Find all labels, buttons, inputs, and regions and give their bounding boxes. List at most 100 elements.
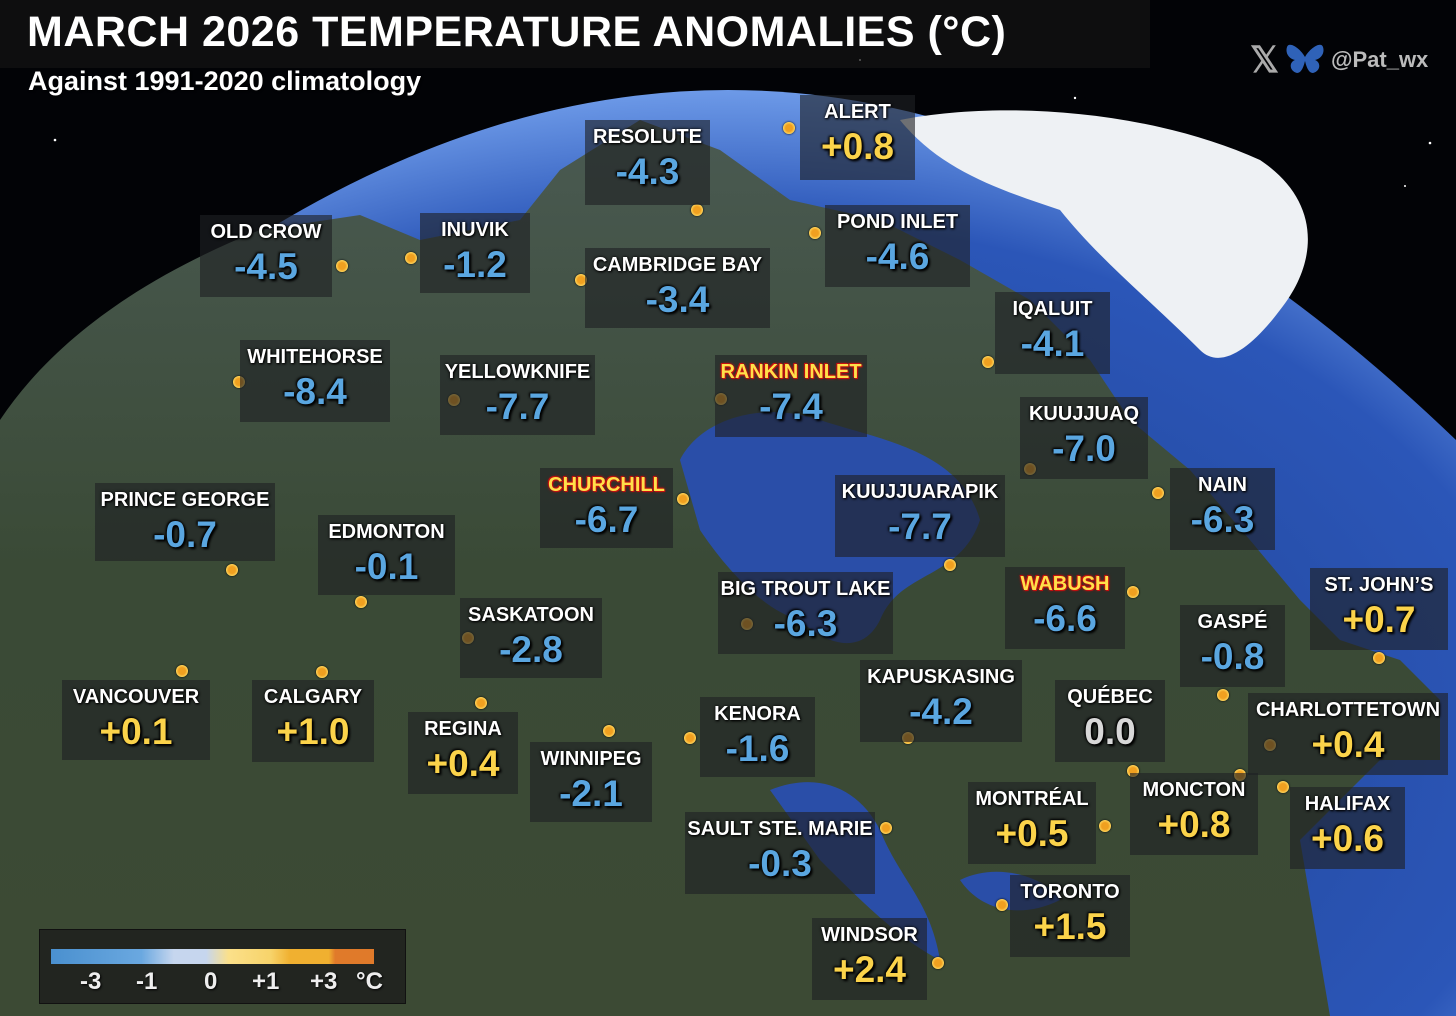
station-anomaly: -4.1 bbox=[1020, 323, 1085, 364]
station-name: KENORA bbox=[714, 703, 801, 725]
station-name: INUVIK bbox=[441, 219, 509, 241]
station-name: HALIFAX bbox=[1304, 793, 1391, 815]
station-name: WHITEHORSE bbox=[247, 346, 383, 368]
station-anomaly: -0.8 bbox=[1200, 636, 1265, 677]
station-name: REGINA bbox=[424, 718, 502, 740]
station-marker-gasp bbox=[1217, 689, 1229, 701]
station-anomaly: -0.1 bbox=[354, 546, 419, 587]
station-anomaly: -6.3 bbox=[773, 603, 838, 644]
station-label-montr-al: MONTRÉAL +0.5 bbox=[968, 782, 1096, 864]
station-anomaly: +0.4 bbox=[426, 743, 500, 784]
station-anomaly: +0.1 bbox=[99, 711, 173, 752]
station-marker-montr-al bbox=[1099, 820, 1111, 832]
station-name: KAPUSKASING bbox=[867, 666, 1015, 688]
station-name: OLD CROW bbox=[210, 221, 322, 243]
station-label-kapuskasing: KAPUSKASING -4.2 bbox=[860, 660, 1022, 742]
station-marker-old-crow bbox=[336, 260, 348, 272]
station-anomaly: -4.5 bbox=[234, 246, 298, 287]
station-label-winnipeg: WINNIPEG -2.1 bbox=[530, 742, 652, 822]
station-label-kuujjuarapik: KUUJJUARAPIK -7.7 bbox=[835, 475, 1005, 557]
station-label-edmonton: EDMONTON -0.1 bbox=[318, 515, 455, 595]
station-anomaly: -0.3 bbox=[748, 843, 812, 884]
station-marker-edmonton bbox=[355, 596, 367, 608]
station-label-sault-ste-marie: SAULT STE. MARIE -0.3 bbox=[685, 812, 875, 894]
station-anomaly: -0.7 bbox=[153, 514, 217, 555]
station-marker-regina bbox=[475, 697, 487, 709]
station-label-gasp: GASPÉ -0.8 bbox=[1180, 605, 1285, 687]
station-name: WINDSOR bbox=[821, 924, 918, 946]
station-name: WINNIPEG bbox=[540, 748, 642, 770]
station-marker-prince-george bbox=[226, 564, 238, 576]
station-marker-winnipeg bbox=[603, 725, 615, 737]
station-name: BIG TROUT LAKE bbox=[720, 578, 891, 600]
station-anomaly: -4.3 bbox=[615, 151, 680, 192]
station-anomaly: -2.1 bbox=[559, 773, 623, 814]
station-marker-resolute bbox=[691, 204, 703, 216]
station-name: MONTRÉAL bbox=[975, 788, 1089, 810]
station-anomaly: -8.4 bbox=[283, 371, 347, 412]
station-marker-nain bbox=[1152, 487, 1164, 499]
station-marker-pond-inlet bbox=[809, 227, 821, 239]
station-name: ST. JOHN’S bbox=[1324, 574, 1434, 596]
station-anomaly: -1.6 bbox=[725, 728, 790, 769]
station-marker-inuvik bbox=[405, 252, 417, 264]
station-label-regina: REGINA +0.4 bbox=[408, 712, 518, 794]
station-label-qu-bec: QUÉBEC 0.0 bbox=[1055, 680, 1165, 762]
station-marker-alert bbox=[783, 122, 795, 134]
station-label-kenora: KENORA -1.6 bbox=[700, 697, 815, 777]
station-name: CHARLOTTETOWN bbox=[1255, 699, 1441, 721]
station-label-whitehorse: WHITEHORSE -8.4 bbox=[240, 340, 390, 422]
station-name: IQALUIT bbox=[1012, 298, 1093, 320]
station-marker-calgary bbox=[316, 666, 328, 678]
station-label-wabush: WABUSH -6.6 bbox=[1005, 567, 1125, 649]
map-subtitle: Against 1991-2020 climatology bbox=[28, 66, 422, 96]
station-anomaly: -7.0 bbox=[1052, 428, 1116, 469]
station-label-churchill: CHURCHILL -6.7 bbox=[540, 468, 673, 548]
station-label-big-trout-lake: BIG TROUT LAKE -6.3 bbox=[718, 572, 893, 654]
station-anomaly: +0.6 bbox=[1310, 818, 1385, 859]
title-bar: MARCH 2026 TEMPERATURE ANOMALIES (°C) bbox=[0, 0, 1150, 68]
station-anomaly: +1.5 bbox=[1033, 906, 1107, 947]
station-label-nain: NAIN -6.3 bbox=[1170, 468, 1275, 550]
station-anomaly: -6.3 bbox=[1190, 499, 1255, 540]
legend-tick: +1 bbox=[252, 968, 280, 995]
station-marker-wabush bbox=[1127, 586, 1139, 598]
station-label-inuvik: INUVIK -1.2 bbox=[420, 213, 530, 293]
station-anomaly: -2.8 bbox=[499, 629, 563, 670]
station-anomaly: -4.2 bbox=[909, 691, 973, 732]
station-label-kuujjuaq: KUUJJUAQ -7.0 bbox=[1020, 397, 1148, 479]
station-marker-iqaluit bbox=[982, 356, 994, 368]
credit: 𝕏 @Pat_wx bbox=[1250, 42, 1428, 78]
station-anomaly: -7.4 bbox=[759, 386, 823, 427]
station-anomaly: -6.7 bbox=[574, 499, 639, 540]
station-label-st-john-s: ST. JOHN’S +0.7 bbox=[1310, 568, 1448, 650]
station-marker-churchill bbox=[677, 493, 689, 505]
station-anomaly: +0.4 bbox=[1311, 724, 1385, 765]
station-label-iqaluit: IQALUIT -4.1 bbox=[995, 292, 1110, 374]
station-marker-vancouver bbox=[176, 665, 188, 677]
station-name: CALGARY bbox=[263, 686, 363, 708]
station-marker-toronto bbox=[996, 899, 1008, 911]
station-name: EDMONTON bbox=[328, 521, 445, 543]
station-marker-kuujjuarapik bbox=[944, 559, 956, 571]
station-name: MONCTON bbox=[1142, 779, 1246, 801]
legend-tick: 0 bbox=[204, 968, 218, 995]
legend-tick: -3 bbox=[80, 968, 102, 995]
station-label-old-crow: OLD CROW -4.5 bbox=[200, 215, 332, 297]
station-marker-cambridge-bay bbox=[575, 274, 587, 286]
station-label-vancouver: VANCOUVER +0.1 bbox=[62, 680, 210, 760]
x-logo-icon: 𝕏 bbox=[1250, 39, 1280, 80]
station-name: VANCOUVER bbox=[72, 686, 200, 708]
station-label-moncton: MONCTON +0.8 bbox=[1130, 773, 1258, 855]
station-label-prince-george: PRINCE GEORGE -0.7 bbox=[95, 483, 275, 561]
station-anomaly: -1.2 bbox=[443, 244, 507, 285]
greenland-ice bbox=[900, 110, 1308, 358]
station-marker-sault-ste-marie bbox=[880, 822, 892, 834]
station-anomaly: -7.7 bbox=[485, 386, 550, 427]
station-anomaly: +0.7 bbox=[1342, 599, 1416, 640]
station-name: PRINCE GEORGE bbox=[100, 489, 270, 511]
station-anomaly: -7.7 bbox=[888, 506, 952, 547]
station-name: SASKATOON bbox=[468, 604, 594, 626]
station-name: KUUJJUAQ bbox=[1028, 403, 1140, 425]
station-label-halifax: HALIFAX +0.6 bbox=[1290, 787, 1405, 869]
